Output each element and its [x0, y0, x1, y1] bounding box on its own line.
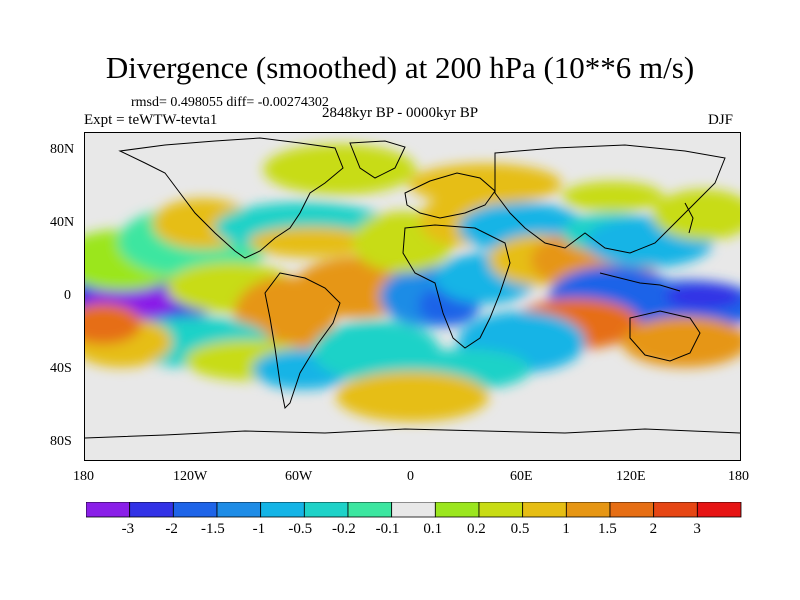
- period-label: 2848kyr BP - 0000kyr BP: [322, 105, 479, 121]
- divergence-blob: [652, 189, 740, 241]
- colorbar-label: 2: [649, 521, 658, 537]
- colorbar-swatch: [216, 501, 262, 518]
- lon-label-60e: 60E: [510, 469, 533, 484]
- lon-label-120e: 120E: [616, 469, 646, 484]
- colorbar-swatch: [653, 501, 698, 518]
- colorbar-swatch: [565, 501, 611, 518]
- stats-text: rmsd= 0.498055 diff= -0.00274302: [131, 95, 329, 110]
- colorbar-label: 0.5: [510, 521, 530, 537]
- divergence-blob: [336, 370, 489, 422]
- colorbar-label: 1: [562, 521, 570, 537]
- lat-label-40n: 40N: [50, 215, 75, 230]
- lat-label-0: 0: [64, 288, 71, 303]
- colorbar-swatch: [129, 501, 174, 518]
- colorbar-swatches: [85, 501, 742, 518]
- divergence-blob: [621, 316, 740, 368]
- australia-outline: [629, 310, 701, 362]
- europe-outline: [404, 172, 496, 219]
- greenland-outline: [349, 140, 406, 179]
- colorbar-swatch: [260, 501, 305, 518]
- divergence-blob: [665, 283, 740, 310]
- divergence-blob: [263, 143, 417, 195]
- colorbar-label: -3: [121, 521, 135, 537]
- colorbar-label: -0.5: [288, 521, 313, 537]
- south-america-outline: [264, 272, 341, 410]
- colorbar-label: 1.5: [598, 521, 617, 537]
- lon-label-60w: 60W: [285, 469, 313, 484]
- colorbar-swatch: [172, 501, 218, 518]
- lat-label-40s: 40S: [50, 361, 72, 376]
- africa-outline: [402, 224, 511, 349]
- indonesia-outline: [599, 272, 681, 292]
- colorbar-label: -1.5: [201, 521, 225, 537]
- lon-label-0: 0: [407, 469, 414, 484]
- lon-label-120w: 120W: [173, 469, 208, 484]
- divergence-blob: [408, 163, 562, 205]
- colorbar-swatch: [478, 501, 524, 518]
- colorbar-swatch: [434, 501, 480, 518]
- colorbar-swatch: [696, 501, 742, 518]
- colorbar-label: -0.1: [375, 521, 400, 537]
- colorbar-swatch: [609, 501, 655, 518]
- experiment-label: Expt = teWTW-tevta1: [84, 112, 218, 128]
- colorbar-label: -0.2: [332, 521, 356, 537]
- colorbar-swatch: [391, 501, 436, 518]
- map-frame: [84, 132, 741, 461]
- colorbar-label: 0.2: [467, 521, 486, 537]
- colorbar-swatch: [347, 501, 393, 518]
- colorbar: [85, 501, 746, 523]
- divergence-blob: [312, 320, 440, 382]
- colorbar-label: 0.1: [423, 521, 443, 537]
- colorbar-swatch: [85, 501, 131, 518]
- lat-label-80n: 80N: [50, 142, 75, 157]
- season-label: DJF: [708, 112, 734, 128]
- colorbar-swatch: [522, 501, 567, 518]
- colorbar-swatch: [303, 501, 349, 518]
- colorbar-label: -2: [165, 521, 178, 537]
- north-america-outline: [118, 137, 344, 259]
- japan-outline: [684, 202, 694, 234]
- colorbar-label: -1: [252, 521, 266, 537]
- divergence-blob: [85, 303, 142, 345]
- antarctica-outline: [85, 428, 740, 439]
- lon-label-180w: 180: [73, 469, 94, 484]
- colorbar-label: 3: [693, 521, 701, 537]
- lat-label-80s: 80S: [50, 434, 72, 449]
- lon-label-180e: 180: [728, 469, 749, 484]
- chart-title: Divergence (smoothed) at 200 hPa (10**6 …: [105, 50, 695, 85]
- divergence-blob: [561, 181, 664, 212]
- divergence-map: [85, 137, 740, 439]
- asia-outline: [494, 144, 726, 254]
